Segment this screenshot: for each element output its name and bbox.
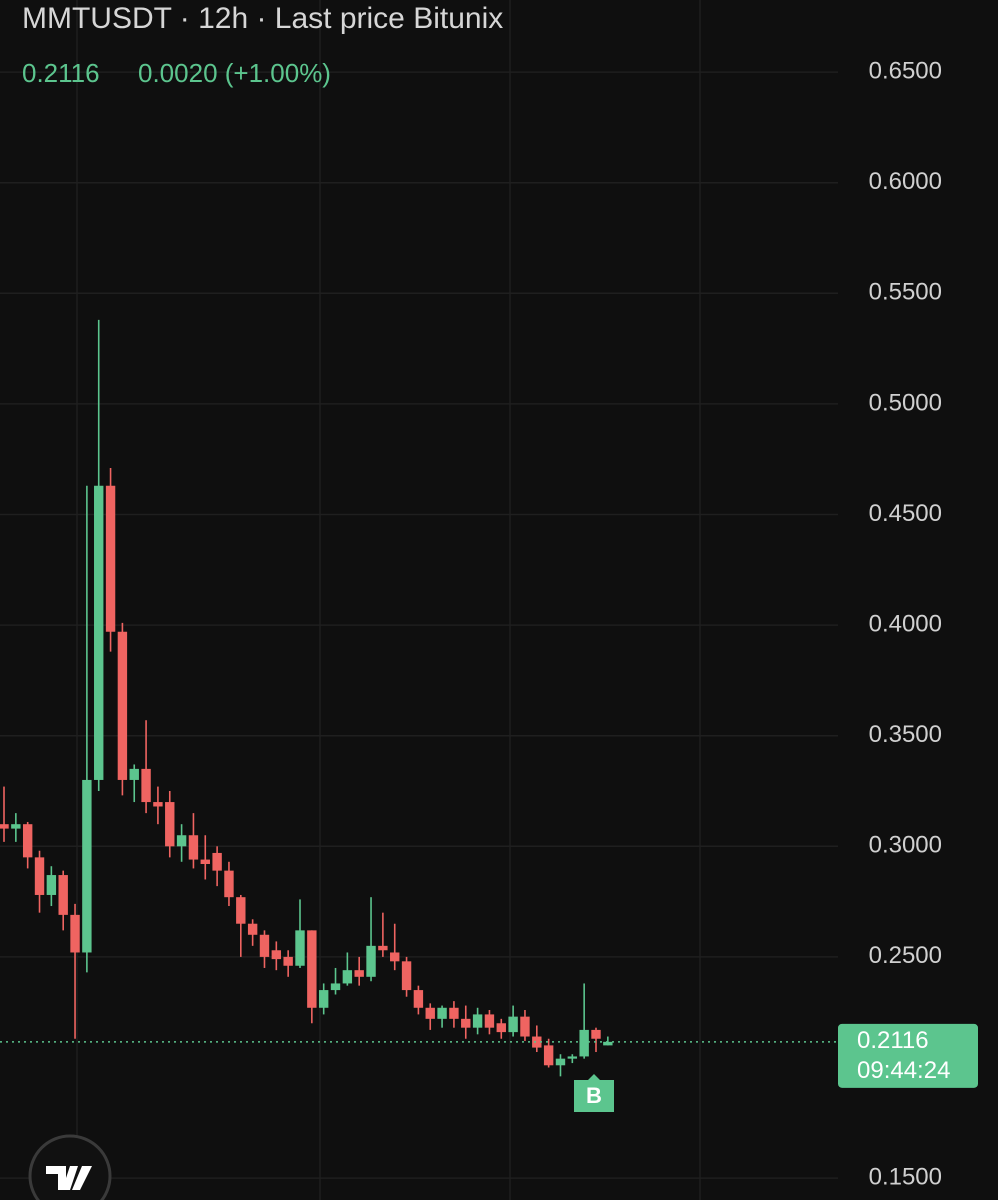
candle-body <box>165 802 175 847</box>
candle-body <box>188 835 199 860</box>
candle-body <box>259 934 270 957</box>
candle-body <box>283 956 293 966</box>
y-tick-label: 0.5500 <box>869 279 942 306</box>
candle-body <box>236 897 246 924</box>
y-tick-label: 0.2500 <box>869 942 942 969</box>
candle-body <box>307 930 317 1008</box>
price-tag-label: 0.2116 <box>857 1027 929 1054</box>
y-tick-label: 0.4000 <box>869 610 942 637</box>
candle-body <box>34 857 45 895</box>
price-change: 0.0020 (+1.00%) <box>138 58 331 88</box>
candle-body <box>591 1029 601 1039</box>
candle-body <box>117 631 128 780</box>
candle-body <box>555 1058 566 1066</box>
candle-body <box>271 950 282 960</box>
candle-body <box>58 875 68 915</box>
y-tick-label: 0.6500 <box>869 57 942 84</box>
candle-body <box>342 970 353 984</box>
buy-marker-label: B <box>586 1083 602 1108</box>
candle-body <box>295 930 305 966</box>
y-tick-label: 0.6000 <box>869 168 942 195</box>
candle-body <box>82 779 92 953</box>
candle-body <box>543 1045 554 1066</box>
candle-body <box>330 983 341 991</box>
candle-body <box>22 824 33 858</box>
candle-body <box>247 923 258 935</box>
candle-body <box>461 1018 471 1028</box>
candle-body <box>378 945 388 951</box>
last-price: 0.2116 <box>22 58 100 88</box>
y-tick-label: 0.1500 <box>869 1163 942 1190</box>
buy-marker <box>574 1074 614 1112</box>
candle-body <box>401 961 412 991</box>
candle-body <box>105 485 116 632</box>
candle-body <box>472 1014 483 1028</box>
candle-body <box>603 1041 613 1046</box>
candle-body <box>532 1036 542 1048</box>
candle-body <box>579 1029 589 1057</box>
y-tick-label: 0.5000 <box>869 389 942 416</box>
candle-body <box>425 1007 435 1019</box>
candle-body <box>11 824 21 829</box>
candle-body <box>212 852 222 871</box>
tradingview-logo <box>28 1134 112 1200</box>
candles <box>0 319 613 1077</box>
candle-body <box>390 952 400 962</box>
y-tick-label: 0.3500 <box>869 721 942 748</box>
candle-body <box>318 990 329 1008</box>
candle-body <box>508 1016 518 1033</box>
candle-body <box>46 875 57 895</box>
candle-body <box>520 1016 530 1037</box>
candle-body <box>141 768 151 803</box>
candle-body <box>200 859 210 864</box>
grid <box>0 71 838 1179</box>
y-tick-label: 0.4500 <box>869 500 942 527</box>
candle-body <box>496 1023 506 1033</box>
candle-body <box>366 945 376 977</box>
candle-body <box>354 970 364 977</box>
candle-body <box>176 835 187 847</box>
candle-body <box>413 990 424 1008</box>
price-tag <box>838 1023 978 1088</box>
candle-body <box>70 914 80 953</box>
candle-body <box>484 1014 495 1028</box>
chart-title: MMTUSDT · 12h · Last price Bitunix <box>22 2 503 35</box>
candle-body <box>94 485 104 780</box>
y-tick-label: 0.3000 <box>869 832 942 859</box>
candle-body <box>567 1056 578 1059</box>
candle-body <box>224 870 234 898</box>
candle-body <box>153 802 163 807</box>
logo-glyph <box>46 1166 92 1190</box>
candle-body <box>449 1007 459 1019</box>
candle-body <box>129 768 139 780</box>
candle-body <box>437 1007 447 1019</box>
price-countdown: 09:44:24 <box>857 1057 950 1084</box>
candle-body <box>0 824 9 829</box>
